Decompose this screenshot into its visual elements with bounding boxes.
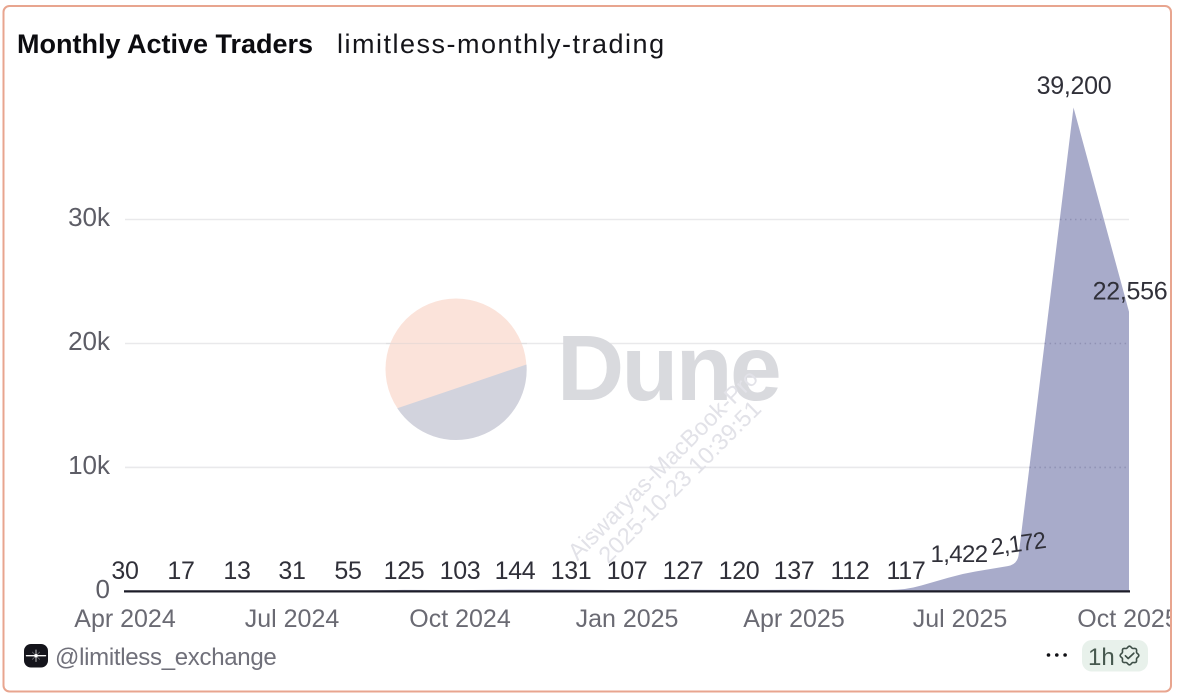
svg-text:131: 131 [551, 557, 592, 585]
svg-text:Jul 2025: Jul 2025 [913, 605, 1008, 633]
svg-text:13: 13 [223, 557, 250, 585]
svg-text:107: 107 [607, 557, 648, 585]
svg-text:137: 137 [774, 557, 815, 585]
svg-text:Monthly Active Traders: Monthly Active Traders [17, 29, 313, 59]
svg-text:10k: 10k [68, 450, 111, 480]
svg-text:limitless-monthly-trading: limitless-monthly-trading [337, 29, 666, 59]
svg-text:Jan 2025: Jan 2025 [576, 605, 679, 633]
svg-text:Apr 2024: Apr 2024 [74, 605, 176, 633]
svg-text:@limitless_exchange: @limitless_exchange [55, 644, 276, 671]
svg-text:125: 125 [384, 557, 425, 585]
svg-text:39,200: 39,200 [1037, 72, 1112, 100]
svg-text:22,556: 22,556 [1093, 278, 1168, 306]
svg-text:55: 55 [334, 557, 361, 585]
svg-text:Apr 2025: Apr 2025 [743, 605, 844, 633]
svg-text:1,422: 1,422 [930, 541, 987, 568]
svg-text:17: 17 [167, 557, 194, 585]
svg-text:Jul 2024: Jul 2024 [245, 605, 340, 633]
svg-text:0: 0 [96, 574, 110, 604]
svg-text:1h: 1h [1088, 644, 1115, 671]
svg-text:Dune: Dune [557, 316, 779, 420]
svg-text:30: 30 [111, 557, 138, 585]
svg-text:103: 103 [440, 557, 481, 585]
svg-text:112: 112 [831, 557, 870, 585]
svg-text:31: 31 [278, 557, 305, 585]
svg-text:144: 144 [495, 557, 536, 585]
svg-text:Oct 2025: Oct 2025 [1077, 605, 1178, 633]
svg-text:20k: 20k [68, 326, 111, 356]
svg-text:117: 117 [887, 557, 926, 585]
svg-text:30k: 30k [68, 202, 111, 232]
svg-text:127: 127 [663, 557, 704, 585]
svg-text:120: 120 [719, 557, 760, 585]
svg-text:Oct 2024: Oct 2024 [409, 605, 511, 633]
